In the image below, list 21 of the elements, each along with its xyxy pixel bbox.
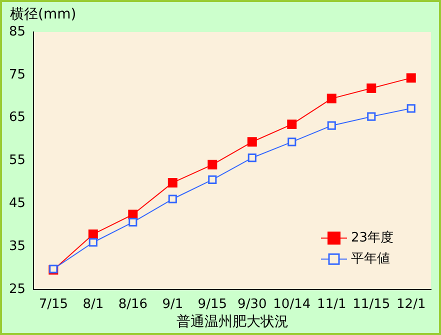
y-tick-label: 75 (8, 67, 26, 82)
x-tick-label: 9/15 (198, 296, 227, 312)
x-tick-label: 10/14 (273, 296, 311, 312)
x-tick-label: 8/1 (82, 296, 104, 312)
y-tick-label: 65 (8, 110, 26, 126)
x-tick-label: 11/1 (317, 296, 346, 312)
x-tick-label: 12/1 (396, 296, 426, 312)
y-tick-label: 45 (8, 196, 26, 212)
x-tick-label: 8/16 (118, 296, 148, 312)
x-axis-title: 普通温州肥大状況 (176, 313, 288, 330)
x-tick-label: 9/1 (162, 296, 184, 312)
x-tick-label: 7/15 (38, 296, 68, 312)
legend-label: 23年度 (351, 229, 394, 246)
y-tick-label: 35 (8, 239, 26, 254)
y-tick-label: 25 (8, 282, 26, 297)
x-tick-label: 11/15 (352, 296, 390, 312)
legend-label: 平年値 (351, 251, 390, 266)
y-tick-label: 85 (8, 24, 26, 40)
y-axis-title: 横径(mm) (10, 6, 76, 23)
y-tick-label: 55 (8, 153, 26, 168)
x-tick-label: 9/30 (238, 296, 267, 312)
